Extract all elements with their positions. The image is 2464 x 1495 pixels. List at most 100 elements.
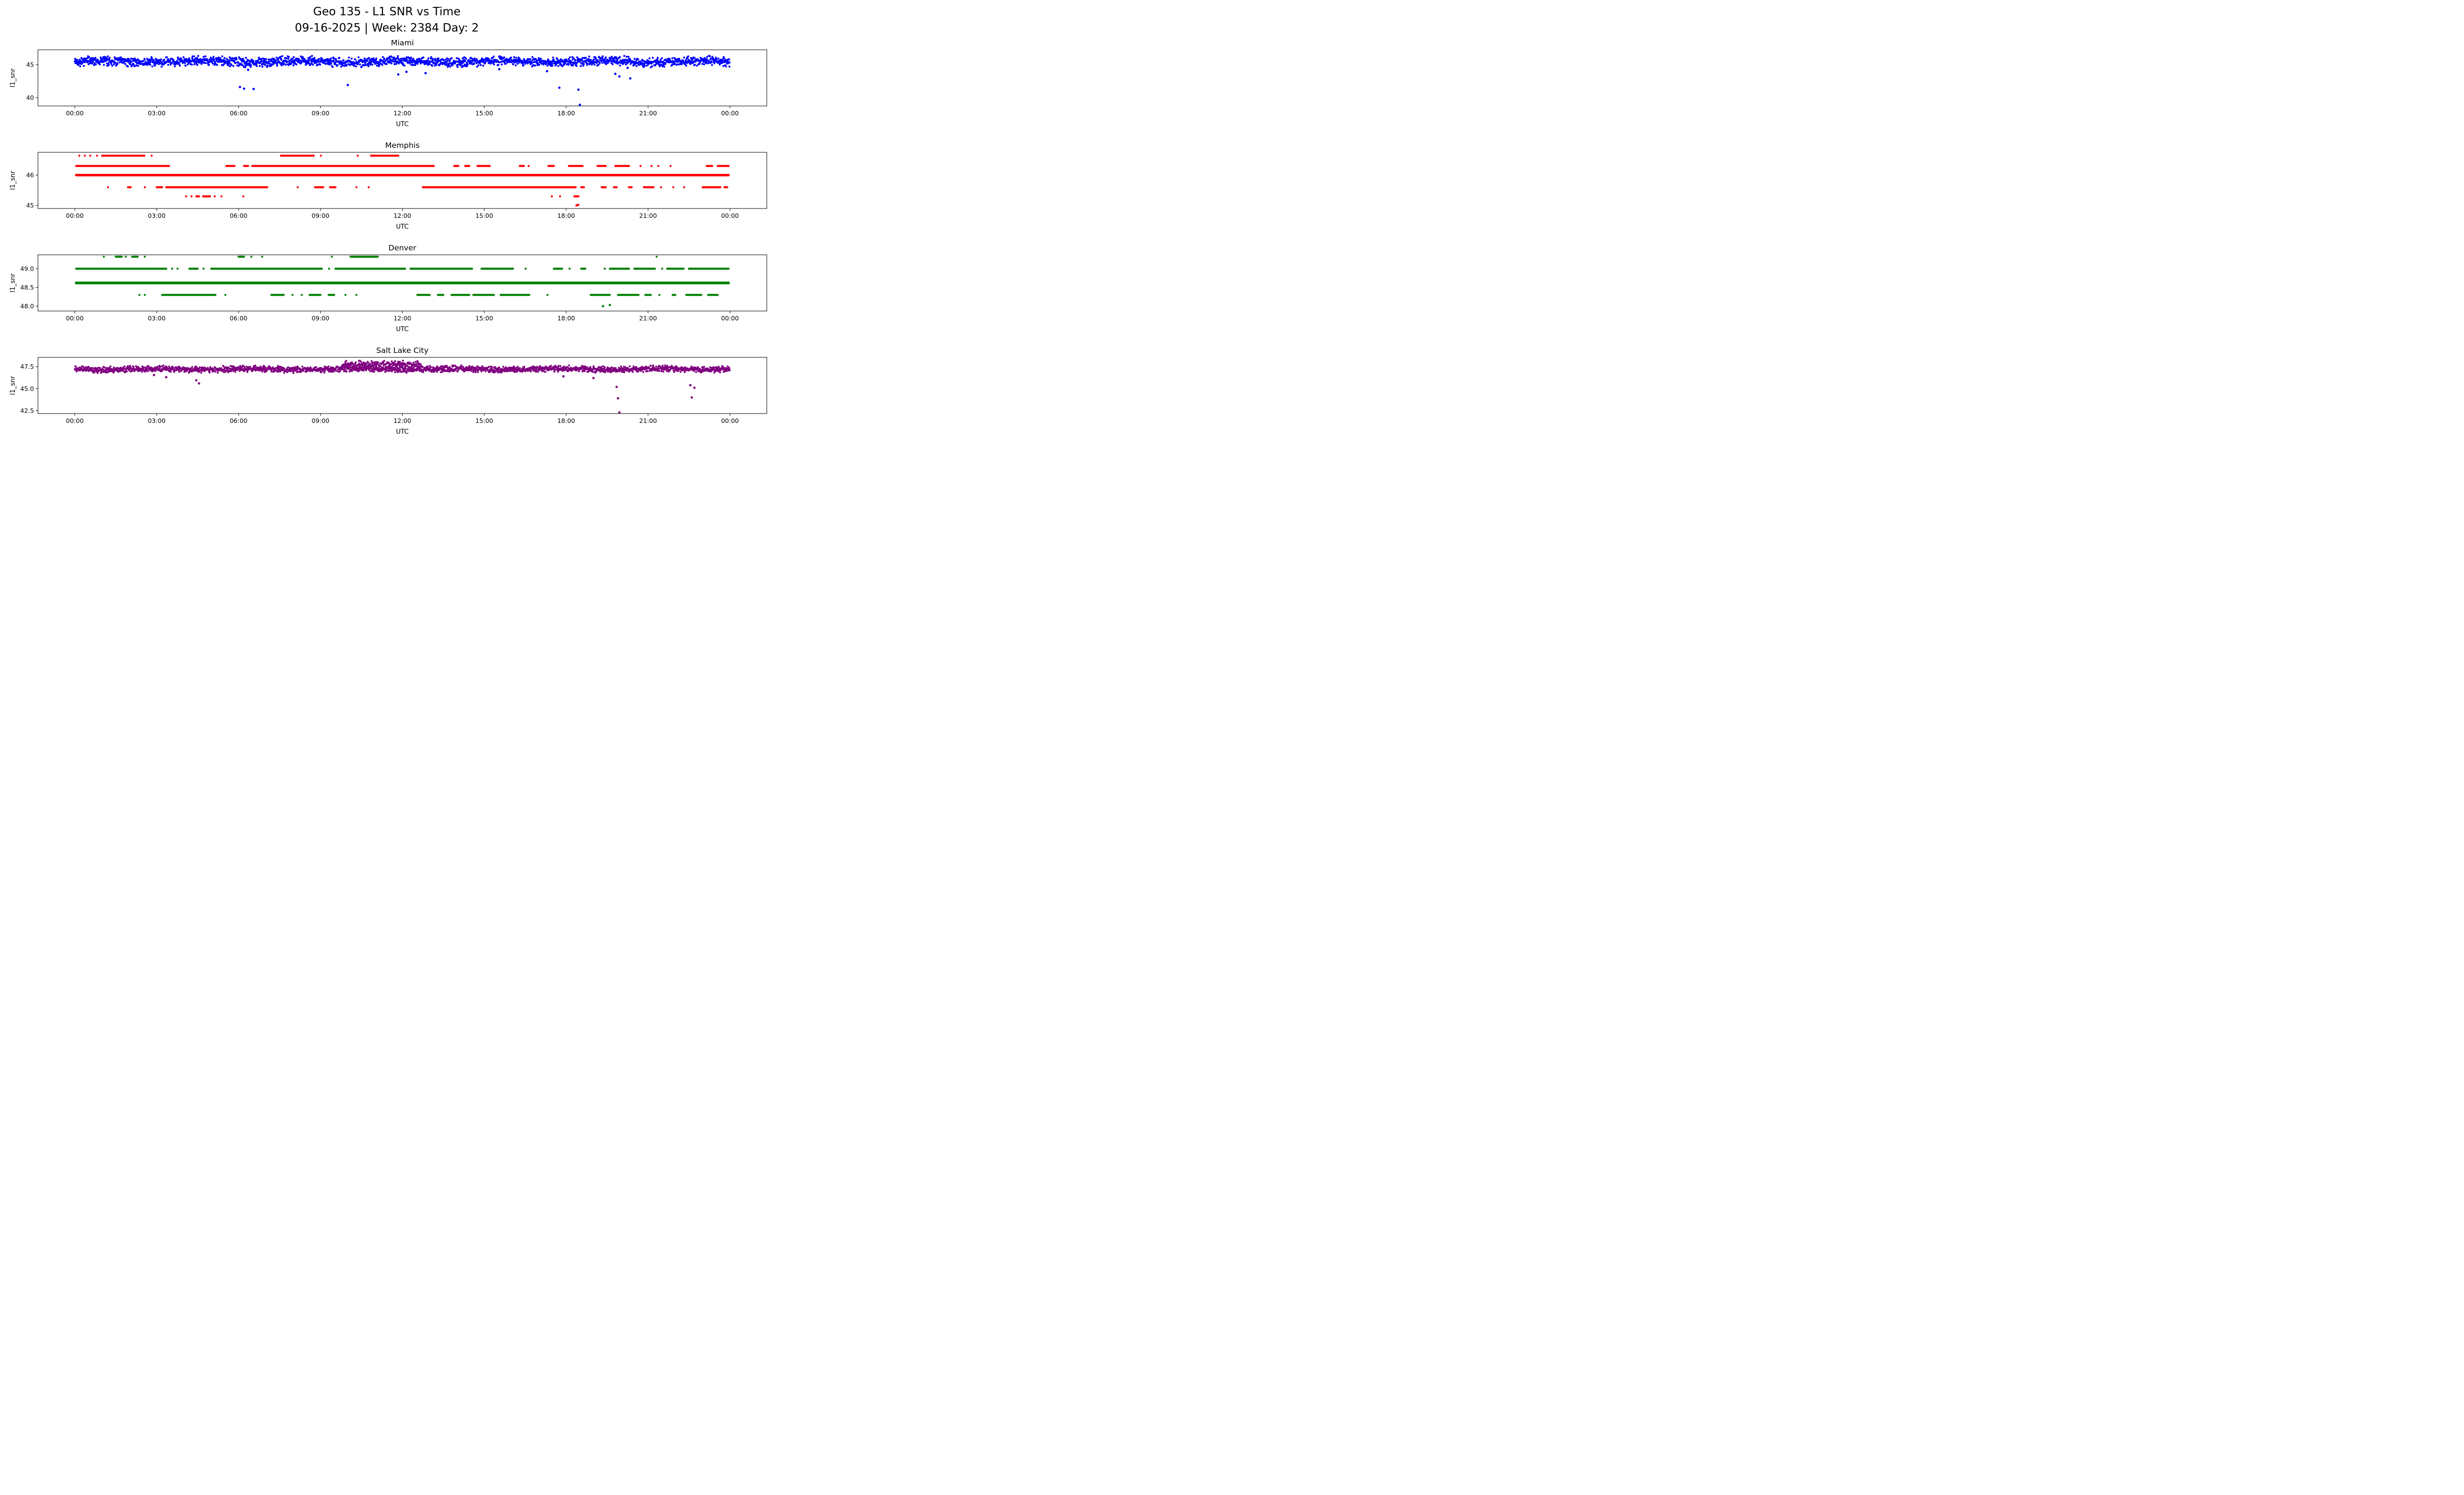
x-tick-label: 00:00 xyxy=(721,212,739,219)
y-axis-label: l1_snr xyxy=(9,68,17,87)
outlier-point xyxy=(577,88,580,91)
y-axis-label: l1_snr xyxy=(9,273,17,292)
outlier-point xyxy=(239,86,241,89)
y-tick-label: 46 xyxy=(26,172,34,179)
outlier-point xyxy=(689,384,692,386)
x-tick-label: 03:00 xyxy=(148,417,166,424)
x-axis-label: UTC xyxy=(396,223,409,231)
y-tick-label: 49.0 xyxy=(20,265,34,272)
x-axis-label: UTC xyxy=(396,121,409,128)
outlier-point xyxy=(609,304,611,307)
x-axis-label: UTC xyxy=(396,326,409,333)
x-tick-label: 18:00 xyxy=(557,314,575,322)
x-tick-label: 12:00 xyxy=(393,212,411,219)
outlier-point xyxy=(424,72,427,74)
x-tick-label: 00:00 xyxy=(721,314,739,322)
x-tick-label: 21:00 xyxy=(639,212,657,219)
y-tick-label: 45 xyxy=(26,202,34,209)
axes-box xyxy=(37,152,767,209)
x-tick-label: 00:00 xyxy=(66,417,84,424)
figure-title-line2: 09-16-2025 | Week: 2384 Day: 2 xyxy=(295,21,479,35)
figure-title: Geo 135 - L1 SNR vs Time 09-16-2025 | We… xyxy=(0,4,774,36)
subplot-title: Salt Lake City xyxy=(376,346,428,355)
outlier-point xyxy=(242,87,245,90)
x-tick-label: 15:00 xyxy=(476,417,493,424)
x-tick-label: 15:00 xyxy=(476,212,493,219)
x-tick-label: 03:00 xyxy=(148,212,166,219)
y-tick-label: 48.5 xyxy=(20,283,34,291)
outlier-point xyxy=(247,69,249,71)
x-axis-label: UTC xyxy=(396,428,409,436)
outlier-point xyxy=(558,86,561,89)
x-tick-label: 21:00 xyxy=(639,417,657,424)
outlier-point xyxy=(618,411,621,414)
x-tick-label: 21:00 xyxy=(639,314,657,322)
y-tick-label: 45.0 xyxy=(20,385,34,392)
outlier-point xyxy=(629,77,632,80)
x-tick-label: 00:00 xyxy=(66,314,84,322)
x-tick-label: 18:00 xyxy=(557,417,575,424)
x-tick-label: 21:00 xyxy=(639,109,657,117)
outlier-point xyxy=(690,396,693,399)
outlier-point xyxy=(614,72,616,75)
y-axis-label: l1_snr xyxy=(9,171,17,190)
x-tick-label: 09:00 xyxy=(311,314,329,322)
subplot-title: Denver xyxy=(388,243,416,252)
subplot-memphis: Memphis 00:00 03:00 06:00 09:00 12:00 15:00 18:… xyxy=(9,141,767,231)
outlier-point xyxy=(397,73,400,76)
scatter-series xyxy=(74,255,730,308)
x-tick-label: 12:00 xyxy=(393,314,411,322)
figure: Geo 135 - L1 SNR vs Time 09-16-2025 | We… xyxy=(0,0,774,445)
x-tick-label: 06:00 xyxy=(230,417,247,424)
outlier-point xyxy=(405,70,408,73)
figure-title-line1: Geo 135 - L1 SNR vs Time xyxy=(313,5,461,18)
x-tick-label: 00:00 xyxy=(721,417,739,424)
x-tick-label: 00:00 xyxy=(721,109,739,117)
outlier-point xyxy=(562,375,565,378)
x-tick-label: 06:00 xyxy=(230,314,247,322)
subplot-title: Miami xyxy=(391,38,414,47)
outlier-point xyxy=(546,70,548,72)
outlier-point xyxy=(693,386,696,389)
outlier-point xyxy=(618,75,621,78)
scatter-series xyxy=(73,359,731,414)
outlier-point xyxy=(579,104,581,106)
subplot-miami: Miami 00:00 03:00 06:00 09:00 12:00 15:00 18:00… xyxy=(9,38,767,128)
outlier-point xyxy=(592,377,595,380)
outlier-point xyxy=(602,305,604,308)
x-tick-label: 12:00 xyxy=(393,417,411,424)
outlier-point xyxy=(626,67,629,70)
y-tick-label: 48.0 xyxy=(20,302,34,310)
x-tick-label: 06:00 xyxy=(230,212,247,219)
x-tick-label: 15:00 xyxy=(476,109,493,117)
x-tick-label: 18:00 xyxy=(557,109,575,117)
y-tick-label: 42.5 xyxy=(20,407,34,414)
x-tick-label: 09:00 xyxy=(311,417,329,424)
y-tick-label: 40 xyxy=(26,94,34,101)
outlier-point xyxy=(615,385,618,388)
scatter-series xyxy=(73,55,731,106)
outlier-point xyxy=(498,68,501,70)
outlier-point xyxy=(346,84,349,86)
subplot-salt-lake-city: Salt Lake City 00:00 03:00 06:00 09:00 12:00 1… xyxy=(9,346,767,436)
outlier-point xyxy=(577,204,580,206)
x-tick-label: 06:00 xyxy=(230,109,247,117)
subplot-title: Memphis xyxy=(385,141,419,150)
outlier-point xyxy=(165,376,168,379)
x-tick-label: 09:00 xyxy=(311,212,329,219)
x-tick-label: 03:00 xyxy=(148,314,166,322)
outlier-point xyxy=(153,374,155,377)
y-tick-label: 45 xyxy=(26,61,34,68)
y-axis-label: l1_snr xyxy=(9,376,17,395)
x-tick-label: 03:00 xyxy=(148,109,166,117)
outlier-point xyxy=(252,88,255,91)
plots-canvas: Miami 00:00 03:00 06:00 09:00 12:00 15:00 18:00… xyxy=(9,38,767,436)
x-tick-label: 00:00 xyxy=(66,109,84,117)
scatter-series xyxy=(75,154,730,207)
x-tick-label: 15:00 xyxy=(476,314,493,322)
x-tick-label: 09:00 xyxy=(311,109,329,117)
outlier-point xyxy=(195,379,198,382)
subplot-denver: Denver 00:00 03:00 06:00 09:00 12:00 15:00 18:0… xyxy=(9,243,767,333)
outlier-point xyxy=(198,382,201,385)
y-tick-label: 47.5 xyxy=(20,363,34,370)
